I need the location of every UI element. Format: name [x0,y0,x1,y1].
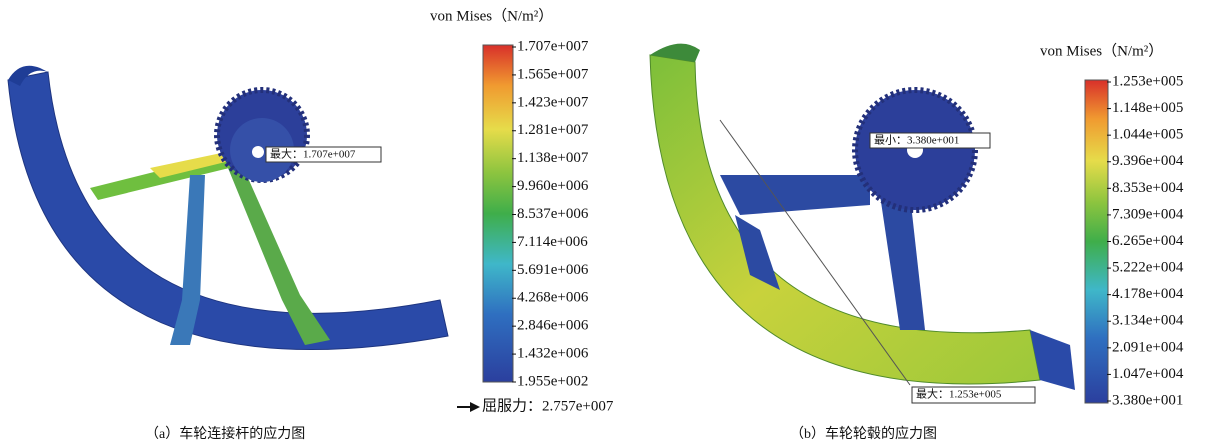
legend-label: 4.268e+006 [517,290,589,306]
model-b [650,44,1075,390]
legend-label: 3.380e+001 [1112,392,1183,408]
legend-label: 1.044e+005 [1112,127,1183,143]
legend-title: von Mises（N/m²） [430,7,553,24]
yield-note: 屈服力：2.757e+007 [482,397,614,414]
legend-label: 8.353e+004 [1112,180,1184,196]
color-bar [483,45,513,382]
caption: （b）车轮轮毂的应力图 [790,425,937,442]
legend-label: 7.114e+006 [517,234,588,250]
legend-label: 1.423e+007 [517,94,589,110]
legend-label: 1.565e+007 [517,66,589,82]
legend-label: 8.537e+006 [517,206,589,222]
legend-label: 3.134e+004 [1112,313,1184,329]
color-bar [1085,80,1108,403]
legend-label: 4.178e+004 [1112,286,1184,302]
figure: 最大：1.707e+007 von Mises（N/m²） 1.707e+007… [0,0,1215,448]
legend-label: 9.396e+004 [1112,153,1184,169]
legend-label: 5.222e+004 [1112,260,1184,276]
caption: （a）车轮连接杆的应力图 [145,425,305,442]
legend-label: 6.265e+004 [1112,233,1184,249]
legend-label: 1.138e+007 [517,150,589,166]
legend-label: 1.148e+005 [1112,100,1183,116]
min-annotation: 最小：3.380e+001 [874,134,959,147]
legend-labels: 1.253e+005 1.148e+005 1.044e+005 9.396e+004… [1107,73,1184,408]
legend-label: 1.047e+004 [1112,366,1184,382]
legend-label: 2.091e+004 [1112,339,1184,355]
max-annotation: 最大：1.253e+005 [916,387,1002,401]
legend-label: 1.253e+005 [1112,73,1183,89]
max-annotation: 最大：1.707e+007 [270,147,356,161]
legend-label: 1.955e+002 [517,373,588,389]
legend-title: von Mises（N/m²） [1040,42,1163,59]
arrow-head [470,402,480,412]
legend-label: 9.960e+006 [517,178,589,194]
legend-label: 7.309e+004 [1112,206,1184,222]
legend-label: 5.691e+006 [517,262,589,278]
legend-label: 1.281e+007 [517,122,589,138]
legend-label: 1.432e+006 [517,346,589,362]
legend-labels: 1.707e+007 1.565e+007 1.423e+007 1.281e+007… [512,38,589,389]
legend-label: 2.846e+006 [517,318,589,334]
legend-label: 1.707e+007 [517,38,589,54]
model-a [8,66,448,350]
